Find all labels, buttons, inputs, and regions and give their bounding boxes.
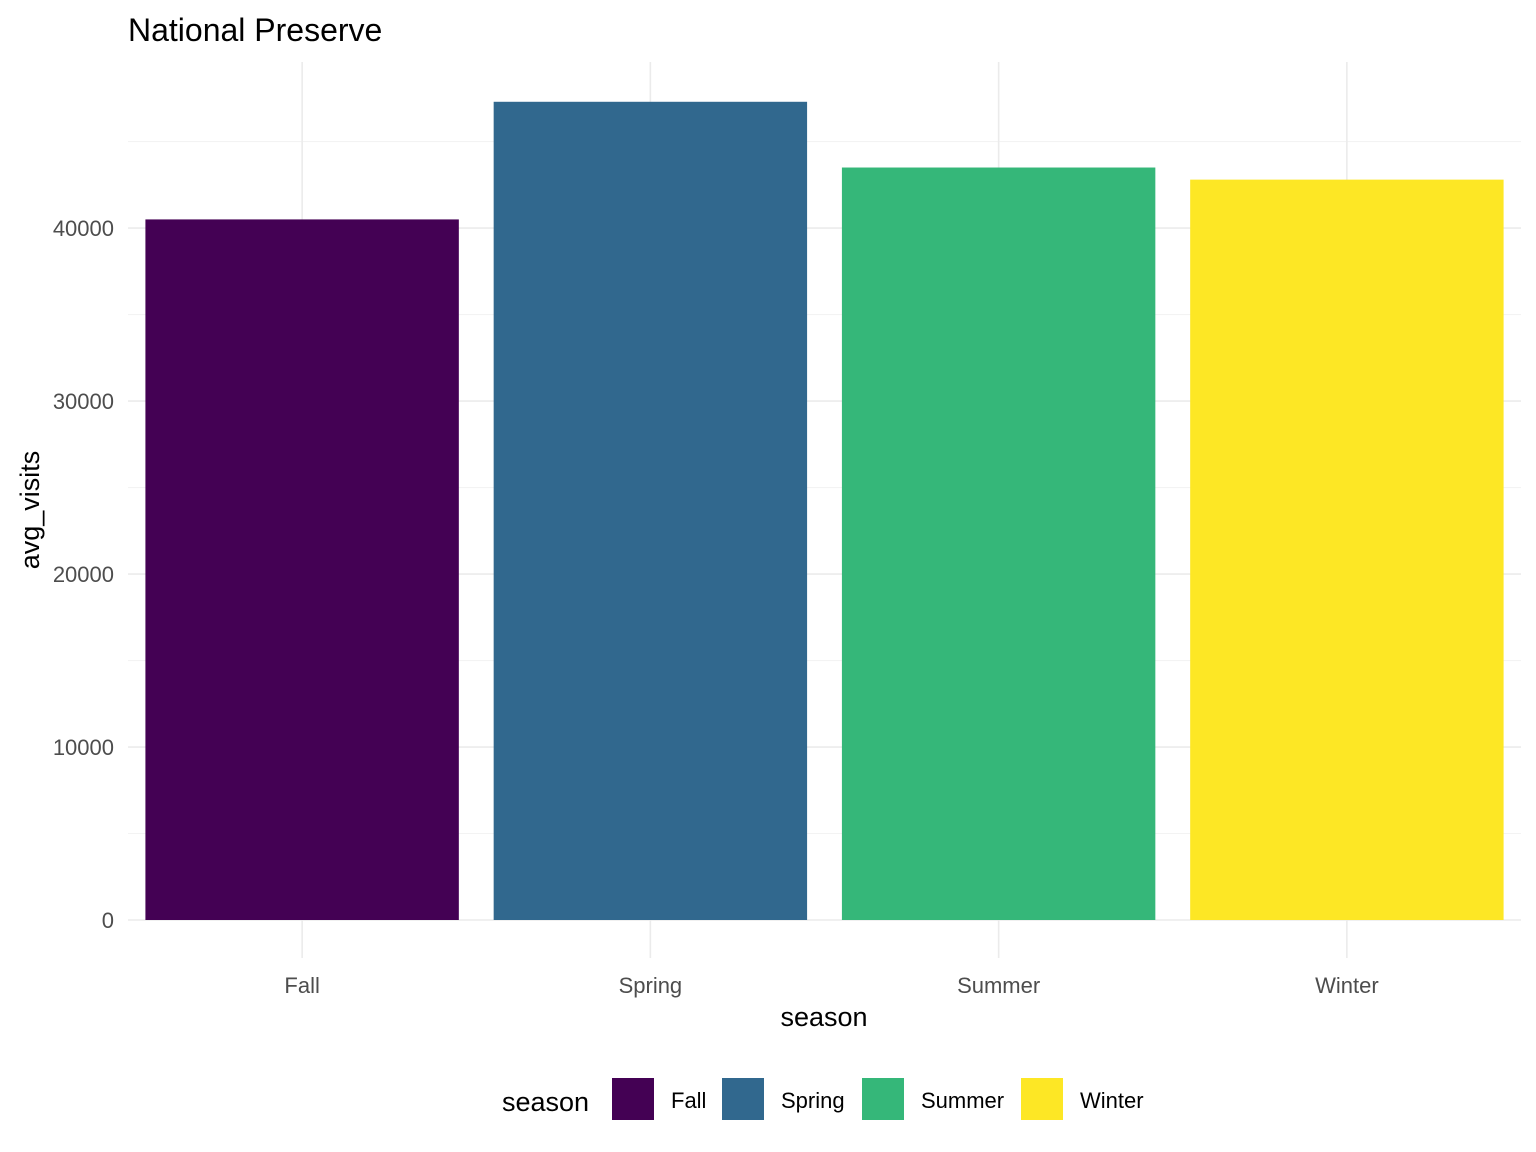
legend-label: Spring [781, 1088, 845, 1113]
chart-title: National Preserve [128, 12, 382, 48]
y-tick-label: 20000 [53, 562, 114, 587]
y-tick-label: 40000 [53, 216, 114, 241]
bar-fall [145, 219, 459, 920]
legend-label: Fall [671, 1088, 706, 1113]
bar-summer [841, 167, 1156, 921]
x-tick-label: Spring [619, 973, 683, 998]
legend: season Fall Spring Summer Winter [502, 1078, 1144, 1120]
y-tick-label: 10000 [53, 735, 114, 760]
x-tick-label: Fall [284, 973, 319, 998]
bar-spring [493, 101, 808, 920]
x-axis-ticks: Fall Spring Summer Winter [284, 973, 1378, 998]
x-axis-title: season [780, 1002, 867, 1032]
legend-key-summer [862, 1078, 904, 1120]
legend-label: Summer [921, 1088, 1004, 1113]
legend-title: season [502, 1087, 589, 1117]
legend-key-spring [722, 1078, 764, 1120]
legend-key-fall [612, 1078, 654, 1120]
bars [145, 101, 1504, 921]
y-tick-label: 30000 [53, 389, 114, 414]
y-axis-title: avg_visits [15, 451, 45, 570]
y-tick-label: 0 [102, 908, 114, 933]
legend-label: Winter [1080, 1088, 1144, 1113]
x-tick-label: Winter [1315, 973, 1379, 998]
bar-winter [1190, 179, 1504, 920]
y-axis-ticks: 0 10000 20000 30000 40000 [53, 216, 114, 933]
x-tick-label: Summer [957, 973, 1040, 998]
legend-key-winter [1021, 1078, 1063, 1120]
